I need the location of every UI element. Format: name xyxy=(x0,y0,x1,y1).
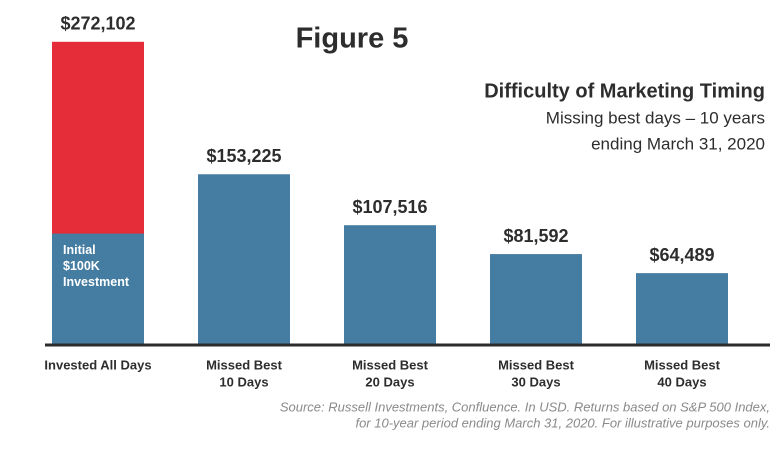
bar xyxy=(490,254,582,345)
subtitle: Difficulty of Marketing Timing xyxy=(484,80,765,102)
subtitle: Missing best days – 10 years xyxy=(546,108,765,127)
value-label: $107,516 xyxy=(352,197,427,217)
x-tick-label: 10 Days xyxy=(219,374,268,389)
x-tick-label: 40 Days xyxy=(657,374,706,389)
subtitle: ending March 31, 2020 xyxy=(591,134,765,153)
source: Source: Russell Investments, Confluence.… xyxy=(280,399,770,414)
initial-investment-bar xyxy=(52,233,144,345)
x-tick-label: Missed Best xyxy=(644,357,721,372)
value-label: $64,489 xyxy=(649,245,714,265)
value-label: $272,102 xyxy=(60,14,135,34)
x-tick-label: 30 Days xyxy=(511,374,560,389)
bar xyxy=(344,225,436,345)
source: for 10-year period ending March 31, 2020… xyxy=(355,415,770,430)
initial-investment-label: Investment xyxy=(63,275,130,289)
bar xyxy=(636,273,728,345)
x-tick-label: Invested All Days xyxy=(44,357,151,372)
initial-investment-label: $100K xyxy=(63,259,100,273)
x-tick-label: 20 Days xyxy=(365,374,414,389)
bar xyxy=(198,174,290,345)
chart-title: Figure 5 xyxy=(296,23,409,55)
value-label: $153,225 xyxy=(206,146,281,166)
x-tick-label: Missed Best xyxy=(352,357,429,372)
value-label: $81,592 xyxy=(503,226,568,246)
initial-investment-label: Initial xyxy=(63,243,96,257)
x-tick-label: Missed Best xyxy=(498,357,575,372)
x-tick-label: Missed Best xyxy=(206,357,283,372)
